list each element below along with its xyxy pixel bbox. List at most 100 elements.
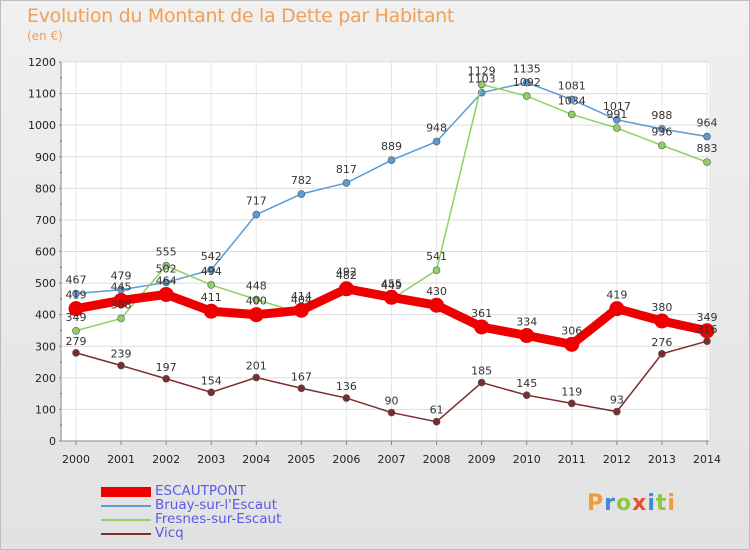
chart-title: Evolution du Montant de la Dette par Hab… xyxy=(27,5,455,27)
data-point xyxy=(567,399,576,408)
data-point xyxy=(207,388,216,397)
data-point xyxy=(613,407,621,416)
data-point xyxy=(474,319,490,335)
data-point xyxy=(658,141,666,150)
data-point xyxy=(252,373,261,382)
data-label: 239 xyxy=(111,348,132,361)
logo-letter: i xyxy=(667,491,676,516)
y-tick-label: 1000 xyxy=(28,119,56,132)
data-point xyxy=(162,374,170,383)
data-point xyxy=(293,302,309,318)
data-label: 279 xyxy=(66,335,87,348)
x-tick-label: 2007 xyxy=(378,453,406,466)
y-tick-label: 100 xyxy=(35,403,56,416)
x-tick-label: 2011 xyxy=(558,453,586,466)
data-label: 167 xyxy=(291,370,312,383)
data-point xyxy=(519,328,535,344)
data-point xyxy=(207,281,216,289)
data-label: 448 xyxy=(246,280,267,293)
data-label: 1034 xyxy=(558,94,586,107)
data-point xyxy=(522,92,531,100)
data-label: 936 xyxy=(651,125,672,138)
data-label: 306 xyxy=(561,324,582,337)
data-point xyxy=(252,210,261,219)
data-point xyxy=(613,115,621,124)
data-point xyxy=(613,124,621,132)
data-point xyxy=(703,158,711,166)
x-tick-label: 2009 xyxy=(468,453,496,466)
data-label: 782 xyxy=(291,174,312,187)
data-point xyxy=(387,156,396,165)
data-point xyxy=(699,323,715,339)
data-label: 201 xyxy=(246,360,267,373)
data-point xyxy=(113,292,129,308)
legend-swatch xyxy=(101,487,151,497)
y-tick-label: 0 xyxy=(49,435,56,448)
data-label: 988 xyxy=(651,109,672,122)
y-tick-label: 900 xyxy=(35,151,56,164)
data-point xyxy=(658,350,666,358)
legend-label: ESCAUTPONT xyxy=(155,483,246,499)
x-tick-label: 2006 xyxy=(332,453,360,466)
data-label: 61 xyxy=(430,404,444,417)
data-label: 1103 xyxy=(468,73,496,86)
data-point xyxy=(522,391,531,400)
data-point xyxy=(567,95,576,104)
data-label: 492 xyxy=(336,266,357,279)
y-tick-label: 1200 xyxy=(28,56,56,69)
legend-label: Bruay-sur-l'Escaut xyxy=(155,497,277,513)
legend-label: Fresnes-sur-Escaut xyxy=(155,511,282,527)
data-point xyxy=(72,326,80,335)
legend-swatch xyxy=(101,533,151,535)
data-label: 464 xyxy=(156,274,177,287)
data-label: 349 xyxy=(697,311,718,324)
data-label: 1081 xyxy=(558,80,586,93)
logo-letter: x xyxy=(632,491,648,516)
y-tick-label: 200 xyxy=(35,372,56,385)
logo-letter: o xyxy=(615,491,633,516)
data-label: 414 xyxy=(291,290,312,303)
data-label: 1135 xyxy=(513,63,541,76)
data-point xyxy=(567,110,576,119)
x-tick-label: 2005 xyxy=(287,453,315,466)
data-point xyxy=(68,301,84,317)
x-tick-label: 2004 xyxy=(242,453,270,466)
data-label: 883 xyxy=(697,142,718,155)
data-label: 948 xyxy=(426,122,447,135)
chart-subtitle: (en €) xyxy=(27,29,63,43)
data-point xyxy=(162,261,170,270)
data-label: 502 xyxy=(156,262,177,275)
data-point xyxy=(297,384,306,393)
data-label: 817 xyxy=(336,163,357,176)
data-point xyxy=(432,417,441,426)
data-label: 411 xyxy=(201,291,222,304)
data-point xyxy=(477,80,486,89)
data-label: 1129 xyxy=(468,64,496,77)
data-point xyxy=(387,408,396,417)
x-tick-label: 2010 xyxy=(513,453,541,466)
logo-letter: i xyxy=(647,491,656,516)
data-label: 316 xyxy=(697,323,718,336)
data-point xyxy=(252,295,261,304)
data-label: 541 xyxy=(426,250,447,263)
data-point xyxy=(72,349,80,357)
data-label: 555 xyxy=(156,246,177,259)
data-label: 93 xyxy=(610,394,624,407)
data-label: 964 xyxy=(697,117,718,130)
x-tick-label: 2002 xyxy=(152,453,180,466)
data-point xyxy=(72,289,80,298)
logo-letter: t xyxy=(655,491,668,516)
data-label: 404 xyxy=(291,293,312,306)
data-label: 145 xyxy=(516,377,537,390)
data-label: 419 xyxy=(606,289,627,302)
legend-label: Vicq xyxy=(155,525,184,541)
y-tick-label: 300 xyxy=(35,340,56,353)
x-tick-label: 2013 xyxy=(648,453,676,466)
y-tick-label: 600 xyxy=(35,246,56,259)
data-point xyxy=(658,125,666,133)
data-label: 400 xyxy=(246,295,267,308)
y-tick-label: 1100 xyxy=(28,88,56,101)
data-point xyxy=(117,314,125,323)
data-point xyxy=(384,289,399,305)
